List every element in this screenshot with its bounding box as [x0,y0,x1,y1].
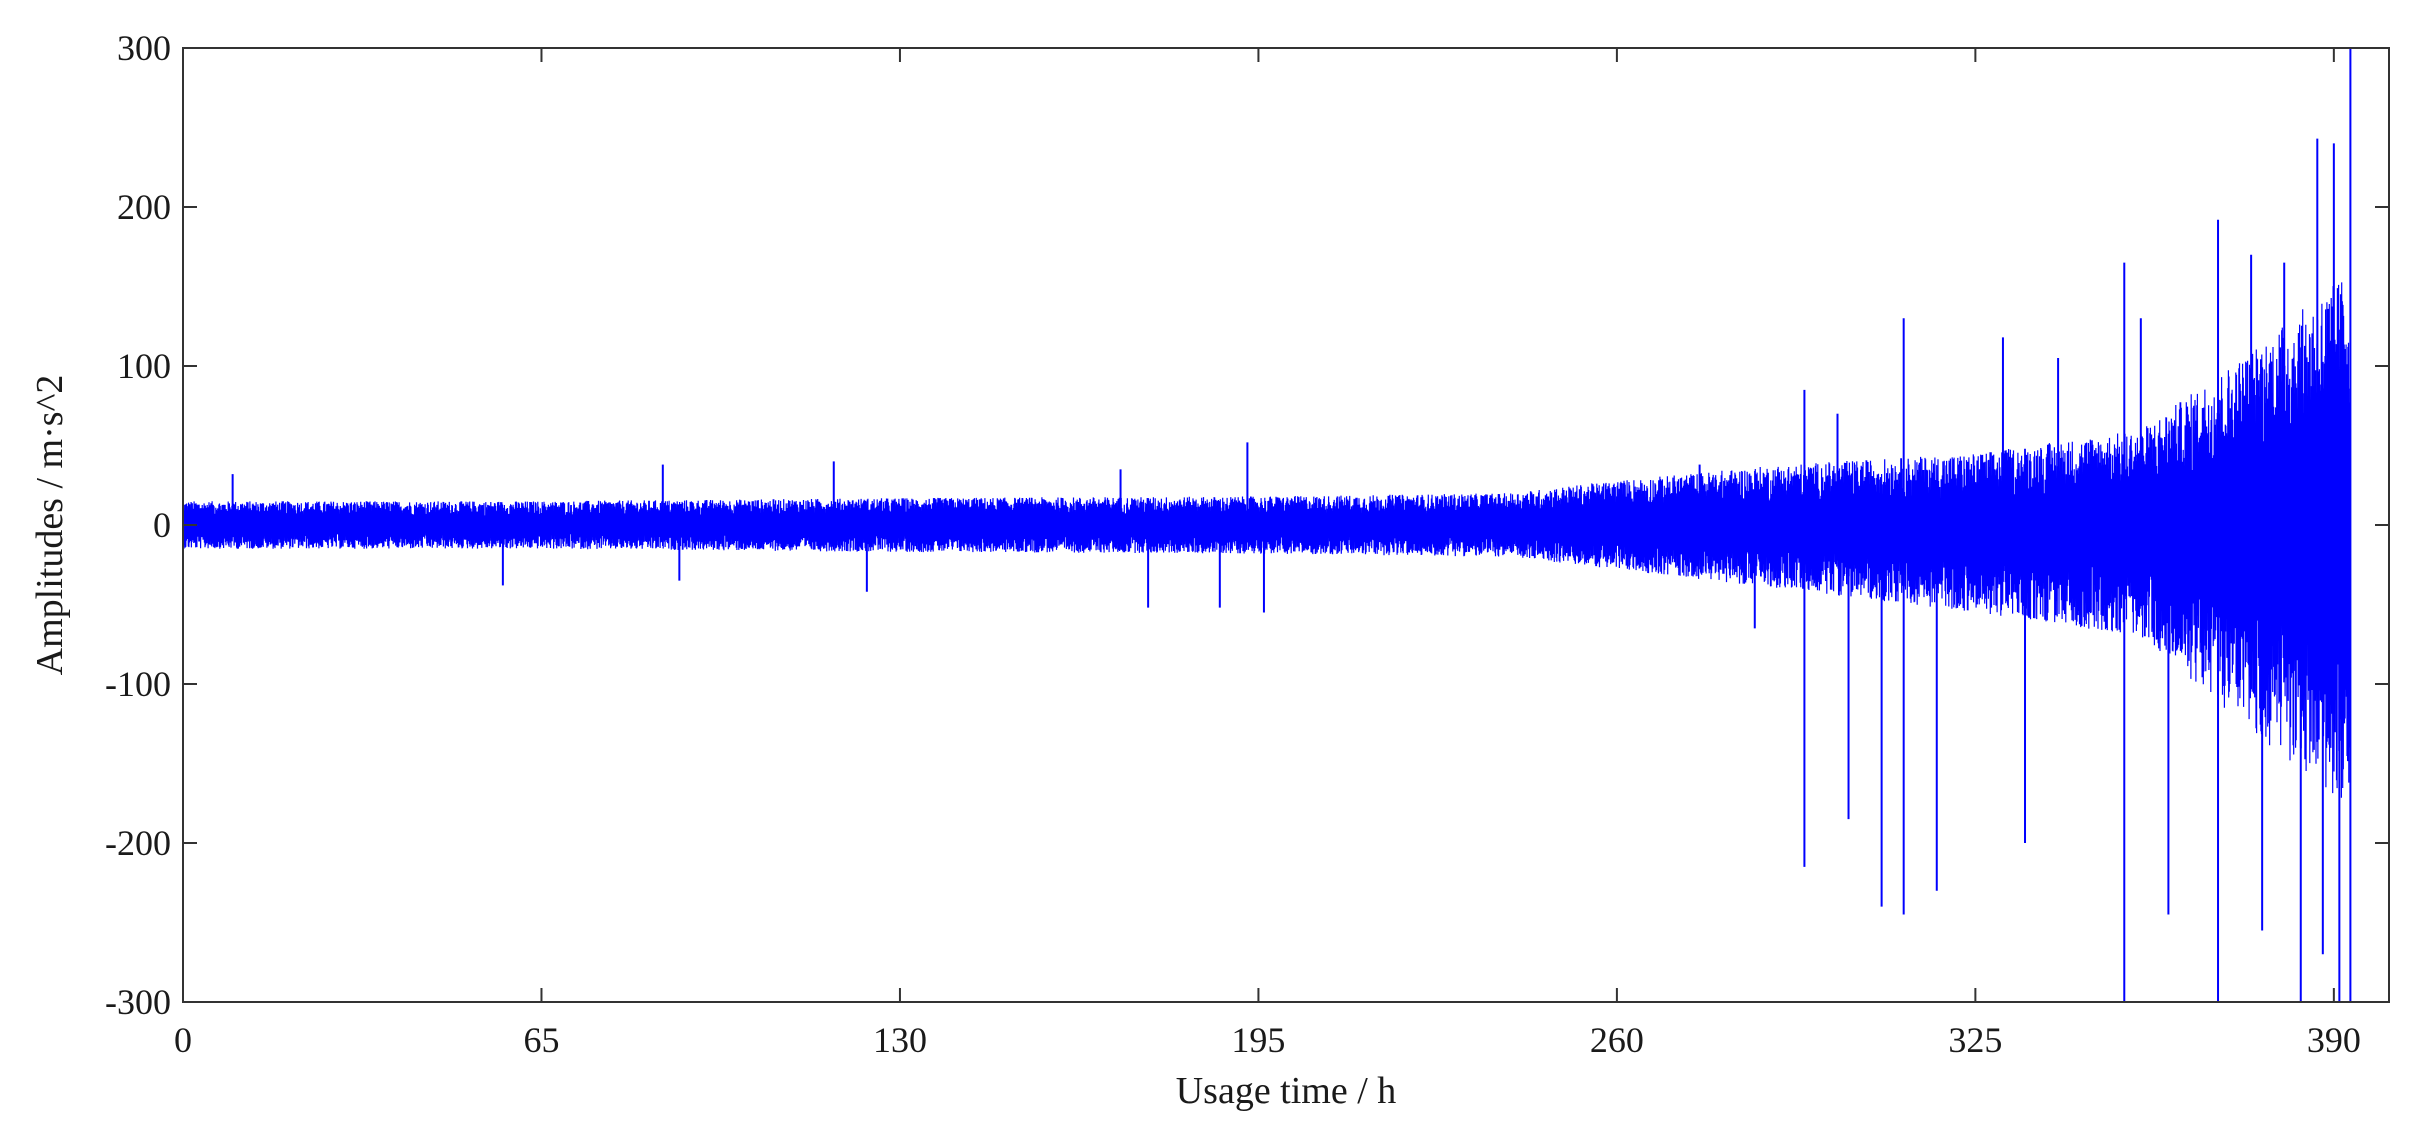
y-tick-label: 100 [117,346,171,386]
x-tick-label: 130 [873,1020,927,1060]
x-tick-label: 260 [1590,1020,1644,1060]
y-tick-label: -300 [105,982,171,1022]
y-tick-label: -200 [105,823,171,863]
y-tick-label: -100 [105,664,171,704]
x-tick-label: 195 [1231,1020,1285,1060]
x-tick-label: 65 [523,1020,559,1060]
axis-ticks: 0 65 130 195 260 325 390 300 200 100 0 -100 -200 -300 [105,28,2389,1060]
x-axis-label: Usage time / h [1176,1070,1397,1112]
signal-series [182,48,2352,1002]
x-tick-label: 0 [174,1020,192,1060]
x-tick-label: 390 [2307,1020,2361,1060]
x-tick-label: 325 [1948,1020,2002,1060]
y-tick-label: 0 [153,505,171,545]
y-tick-label: 200 [117,187,171,227]
y-axis-label: Amplitudes / m·s^2 [29,375,71,676]
y-tick-label: 300 [117,28,171,68]
signal-trace [182,282,2351,798]
